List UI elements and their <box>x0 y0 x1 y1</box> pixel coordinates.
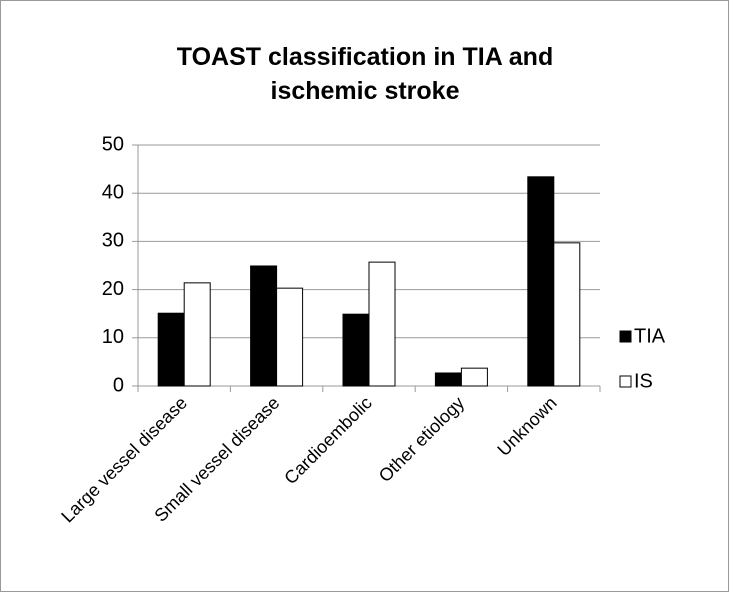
bar <box>553 242 581 387</box>
bar <box>368 261 396 387</box>
bar <box>276 287 304 387</box>
x-tick-label: Other etiology <box>375 393 468 486</box>
bar <box>460 367 488 387</box>
bar <box>183 282 211 387</box>
x-tick-label: Cardioembolic <box>280 393 376 489</box>
chart-title: TOAST classification in TIA and ischemic… <box>176 43 554 105</box>
bar <box>157 312 185 387</box>
legend-label: TIA <box>634 325 666 347</box>
bar <box>250 265 278 387</box>
x-tick-label: Unknown <box>493 393 560 460</box>
legend-swatch <box>619 330 632 343</box>
legend-label: IS <box>634 370 653 392</box>
y-tick-label: 0 <box>113 374 124 396</box>
legend-swatch <box>619 375 632 388</box>
bar <box>527 176 555 387</box>
bar <box>342 313 370 387</box>
y-tick-label: 20 <box>102 278 124 300</box>
y-tick-label: 30 <box>102 230 124 252</box>
y-tick-label: 50 <box>102 133 124 155</box>
y-tick-label: 40 <box>102 181 124 203</box>
y-tick-label: 10 <box>102 326 124 348</box>
bar <box>434 372 462 387</box>
